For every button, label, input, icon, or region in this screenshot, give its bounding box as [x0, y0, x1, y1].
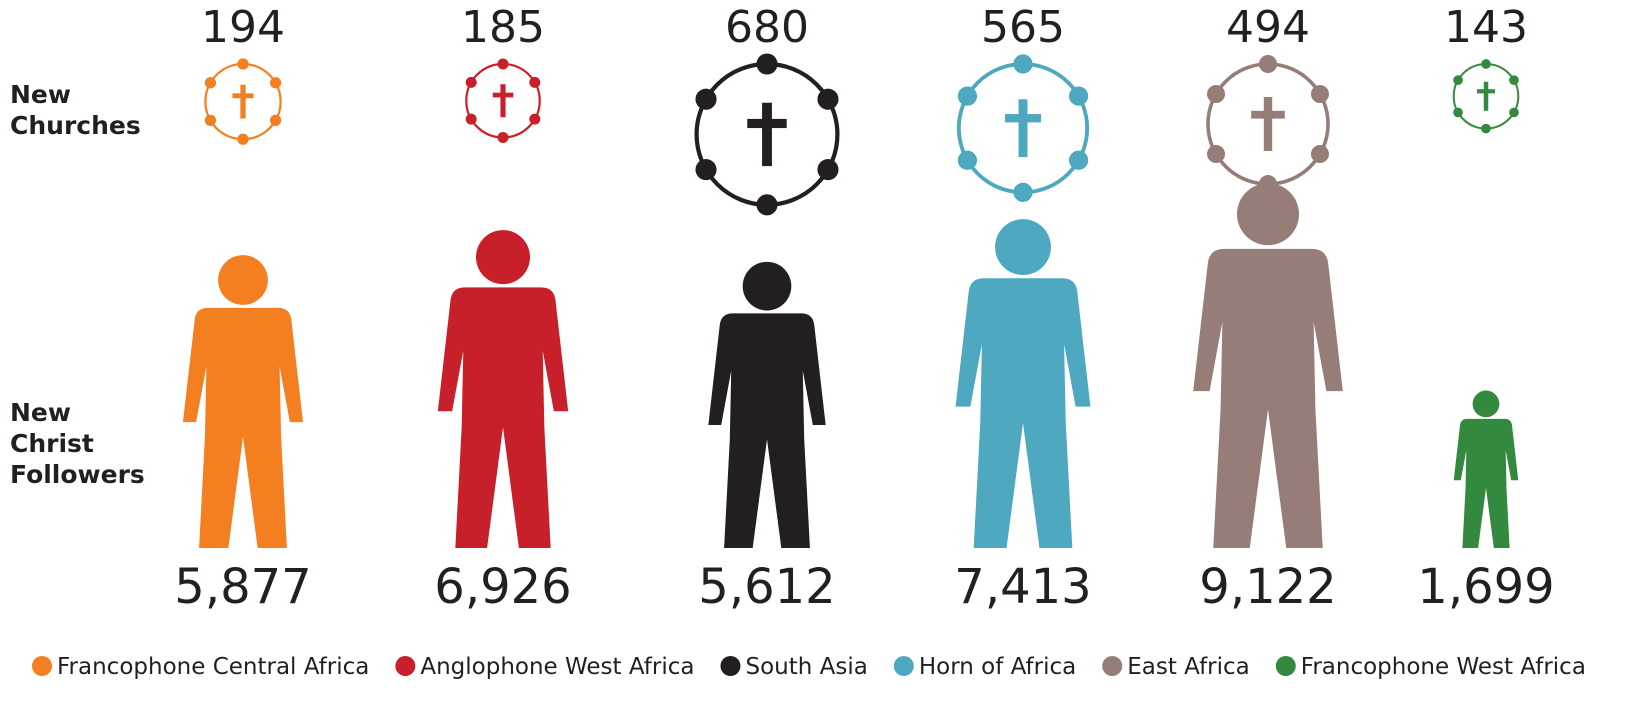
legend-dot: [32, 656, 52, 676]
church-dot: [269, 114, 282, 127]
person-head: [1236, 183, 1300, 246]
church-dot: [1481, 123, 1491, 134]
church-dot: [237, 58, 249, 70]
legend-label: Francophone West Africa: [1301, 654, 1586, 680]
person-head: [742, 261, 792, 311]
church-dot: [497, 131, 509, 143]
legend-label: Anglophone West Africa: [420, 654, 694, 680]
church-icon: [204, 58, 282, 145]
church-dot: [1013, 54, 1033, 74]
person-body: [955, 278, 1091, 548]
church-dot: [756, 194, 778, 216]
church-dot: [237, 133, 249, 145]
church-icon: [1206, 54, 1330, 194]
church-dot: [1207, 145, 1226, 164]
cross-v: [240, 84, 246, 119]
legend-dot: [1102, 656, 1123, 676]
church-dot: [756, 53, 778, 75]
follower-value: 6,926: [434, 559, 571, 615]
legend-label: Horn of Africa: [919, 654, 1076, 680]
church-icon: [1452, 59, 1520, 134]
legend-dot: [395, 656, 416, 676]
cross-h: [747, 118, 787, 129]
person-head: [475, 230, 531, 285]
person-body: [708, 313, 826, 548]
church-dot: [465, 76, 477, 88]
legend-label: East Africa: [1127, 654, 1250, 680]
church-icon: [465, 58, 541, 143]
cross-v: [500, 84, 506, 118]
person-head: [218, 255, 268, 305]
church-icon: [694, 53, 840, 216]
follower-value: 1,699: [1417, 559, 1554, 615]
church-dot: [529, 76, 541, 88]
follower-value: 5,877: [174, 559, 311, 615]
person-icon: [1193, 183, 1343, 549]
church-dot: [204, 114, 217, 127]
church-dot: [529, 113, 541, 125]
cross-v: [1018, 99, 1028, 158]
legend-label: Francophone Central Africa: [57, 654, 369, 680]
cross-h: [1251, 110, 1285, 119]
cross-h: [1476, 89, 1496, 94]
church-value: 680: [725, 2, 809, 53]
person-head: [1472, 390, 1500, 418]
church-dot: [1481, 59, 1491, 69]
legend-dot: [1275, 656, 1296, 676]
church-dot: [1258, 54, 1278, 74]
person-body: [182, 307, 304, 548]
church-value: 565: [981, 2, 1065, 53]
person-icon: [182, 255, 304, 548]
legend-dot: [720, 656, 741, 676]
person-head: [995, 219, 1051, 276]
church-dot: [1013, 182, 1033, 202]
church-dot: [1310, 145, 1329, 164]
person-icon: [955, 219, 1091, 548]
church-value: 143: [1444, 2, 1528, 53]
church-dot: [497, 58, 509, 70]
church-dot: [957, 86, 978, 106]
follower-value: 9,122: [1199, 559, 1336, 615]
follower-value: 7,413: [954, 559, 1091, 615]
person-icon: [437, 230, 569, 548]
church-dot: [1310, 85, 1329, 104]
follower-value: 5,612: [698, 559, 835, 615]
row-label: New Churches: [10, 80, 141, 140]
church-dot: [817, 88, 839, 110]
row-label: New Christ Followers: [10, 398, 145, 489]
church-dot: [1207, 85, 1226, 104]
cross-v: [1263, 97, 1273, 152]
church-dot: [817, 159, 839, 181]
church-dot: [695, 88, 717, 110]
church-dot: [1453, 75, 1463, 85]
person-body: [437, 287, 569, 548]
church-value: 185: [461, 2, 545, 53]
church-dot: [204, 77, 217, 89]
church-dot: [269, 77, 282, 89]
person-body: [1453, 418, 1519, 548]
person-icon: [708, 261, 826, 548]
cross-h: [1005, 114, 1041, 123]
church-dot: [1068, 150, 1089, 170]
legend-label: South Asia: [745, 654, 867, 680]
church-dot: [1453, 107, 1463, 118]
person-body: [1193, 248, 1343, 549]
church-dot: [1509, 75, 1519, 85]
cross-h: [232, 93, 254, 99]
person-icon: [1453, 390, 1519, 548]
church-dot: [465, 113, 477, 125]
church-icon: [956, 54, 1090, 202]
church-dot: [1068, 86, 1089, 106]
cross-h: [492, 92, 514, 98]
cross-v: [1483, 81, 1489, 111]
church-dot: [957, 150, 978, 170]
legend-dot: [893, 656, 914, 676]
church-dot: [695, 159, 717, 181]
cross-v: [762, 102, 772, 167]
church-value: 494: [1226, 2, 1310, 53]
church-dot: [1509, 107, 1519, 118]
church-value: 194: [201, 2, 285, 53]
